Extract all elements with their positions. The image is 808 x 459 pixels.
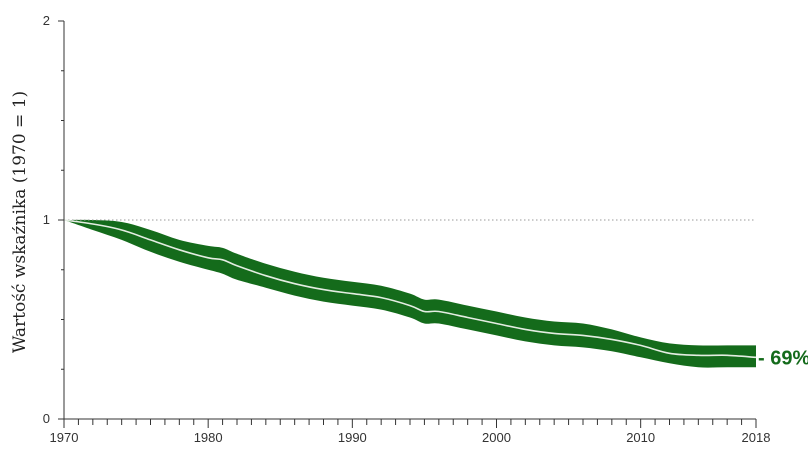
x-tick-label: 1990 — [338, 430, 367, 445]
x-tick-label: 1980 — [194, 430, 223, 445]
mean-line — [63, 219, 757, 359]
mean-line-layer — [63, 219, 757, 359]
x-tick-label: 2018 — [742, 430, 771, 445]
confidence-band-layer — [64, 219, 756, 368]
y-tick-label: 0 — [43, 411, 50, 426]
y-axis-label: Wartość wskaźnika (1970 = 1) — [10, 91, 30, 353]
y-tick-label: 2 — [43, 13, 50, 28]
axes-layer: 0 1 2 1970 1980 1990 2000 2010 2018 — [43, 13, 771, 445]
y-tick-label: 1 — [43, 212, 50, 227]
x-tick-label: 1970 — [50, 430, 79, 445]
x-tick-label: 2000 — [482, 430, 511, 445]
confidence-band — [64, 219, 756, 368]
change-label: - 69% — [758, 347, 808, 369]
x-tick-label: 2010 — [626, 430, 655, 445]
